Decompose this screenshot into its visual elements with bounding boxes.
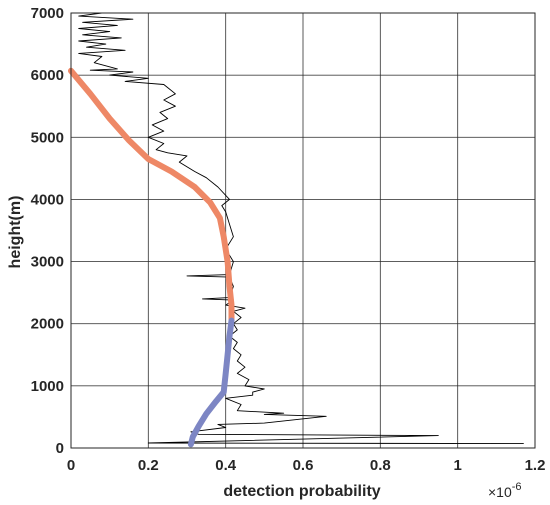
x-axis-exponent: ×10-6 (488, 481, 522, 500)
y-tick-label: 7000 (31, 5, 64, 22)
x-tick-label: 1.2 (525, 457, 546, 474)
x-axis-exponent-power: -6 (512, 481, 522, 493)
grid (70, 12, 536, 449)
y-tick-label: 6000 (31, 67, 64, 84)
series-line-thick-orange (68, 67, 235, 324)
x-tick-label: 0 (67, 457, 75, 474)
x-tick-labels: 0 0.2 0.4 0.6 0.8 1 1.2 (67, 457, 546, 474)
x-tick-label: 0.8 (370, 457, 391, 474)
x-tick-label: 0.6 (293, 457, 314, 474)
y-tick-label: 3000 (31, 254, 64, 271)
x-tick-label: 1 (453, 457, 461, 474)
plot-frame (70, 12, 536, 449)
y-tick-label: 2000 (31, 316, 64, 333)
y-tick-labels: 0 1000 2000 3000 4000 5000 6000 7000 (31, 5, 64, 457)
y-tick-label: 4000 (31, 191, 64, 208)
y-axis-title: height(m) (7, 196, 24, 269)
series-line-thick-blue (187, 317, 235, 448)
y-tick-label: 1000 (31, 378, 64, 395)
x-tick-label: 0.2 (138, 457, 159, 474)
x-axis-exponent-base: ×10 (488, 484, 512, 500)
series-layer (68, 12, 524, 448)
x-tick-label: 0.4 (215, 457, 237, 474)
series-line-thin-black (78, 12, 524, 445)
y-tick-label: 5000 (31, 129, 64, 146)
y-tick-label: 0 (56, 440, 64, 457)
x-axis-title: detection probability (223, 483, 380, 500)
